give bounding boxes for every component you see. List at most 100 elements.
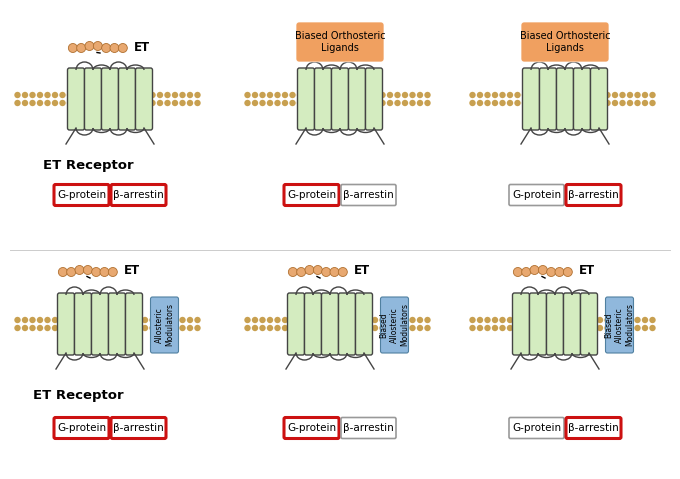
Circle shape bbox=[44, 100, 51, 106]
Text: G-protein: G-protein bbox=[287, 190, 336, 200]
Circle shape bbox=[126, 92, 133, 98]
Circle shape bbox=[551, 92, 558, 98]
FancyBboxPatch shape bbox=[288, 293, 305, 355]
Circle shape bbox=[187, 100, 193, 106]
Circle shape bbox=[244, 92, 251, 98]
Circle shape bbox=[89, 317, 96, 323]
Circle shape bbox=[74, 100, 81, 106]
Circle shape bbox=[67, 325, 73, 331]
Circle shape bbox=[551, 100, 558, 106]
FancyBboxPatch shape bbox=[341, 184, 396, 205]
Circle shape bbox=[29, 100, 36, 106]
Circle shape bbox=[172, 325, 178, 331]
Circle shape bbox=[522, 100, 528, 106]
Circle shape bbox=[537, 325, 543, 331]
Circle shape bbox=[305, 325, 311, 331]
Circle shape bbox=[252, 92, 258, 98]
FancyBboxPatch shape bbox=[547, 293, 564, 355]
Circle shape bbox=[372, 317, 378, 323]
Circle shape bbox=[142, 92, 148, 98]
Circle shape bbox=[649, 325, 656, 331]
Circle shape bbox=[92, 267, 101, 276]
Circle shape bbox=[387, 317, 393, 323]
Circle shape bbox=[330, 267, 339, 276]
Circle shape bbox=[165, 325, 171, 331]
Circle shape bbox=[597, 317, 603, 323]
Circle shape bbox=[544, 317, 551, 323]
Circle shape bbox=[126, 100, 133, 106]
FancyBboxPatch shape bbox=[556, 68, 573, 130]
Circle shape bbox=[619, 325, 626, 331]
FancyBboxPatch shape bbox=[566, 184, 621, 205]
FancyBboxPatch shape bbox=[605, 297, 634, 353]
FancyBboxPatch shape bbox=[67, 68, 84, 130]
Text: Biased Orthosteric
Ligands: Biased Orthosteric Ligands bbox=[294, 31, 386, 53]
Circle shape bbox=[514, 325, 521, 331]
Circle shape bbox=[312, 92, 318, 98]
Circle shape bbox=[157, 100, 163, 106]
Circle shape bbox=[634, 92, 641, 98]
Circle shape bbox=[267, 92, 273, 98]
Circle shape bbox=[259, 100, 266, 106]
Circle shape bbox=[402, 100, 408, 106]
Circle shape bbox=[59, 317, 66, 323]
Circle shape bbox=[44, 92, 51, 98]
Circle shape bbox=[335, 92, 341, 98]
Circle shape bbox=[29, 325, 36, 331]
Circle shape bbox=[357, 100, 363, 106]
Circle shape bbox=[544, 100, 551, 106]
FancyBboxPatch shape bbox=[305, 293, 322, 355]
Text: ET Receptor: ET Receptor bbox=[43, 159, 133, 171]
FancyBboxPatch shape bbox=[573, 68, 590, 130]
Circle shape bbox=[135, 92, 141, 98]
Circle shape bbox=[409, 92, 415, 98]
Circle shape bbox=[567, 325, 573, 331]
Circle shape bbox=[74, 325, 81, 331]
Circle shape bbox=[514, 317, 521, 323]
Circle shape bbox=[417, 325, 423, 331]
Circle shape bbox=[409, 317, 415, 323]
Circle shape bbox=[74, 92, 81, 98]
Circle shape bbox=[514, 92, 521, 98]
Circle shape bbox=[484, 92, 491, 98]
Circle shape bbox=[14, 100, 20, 106]
Circle shape bbox=[342, 100, 348, 106]
Circle shape bbox=[350, 92, 356, 98]
Circle shape bbox=[364, 325, 371, 331]
Circle shape bbox=[612, 100, 618, 106]
Circle shape bbox=[627, 92, 633, 98]
Circle shape bbox=[89, 325, 96, 331]
Circle shape bbox=[305, 317, 311, 323]
FancyBboxPatch shape bbox=[101, 68, 118, 130]
Circle shape bbox=[539, 265, 547, 274]
Circle shape bbox=[150, 325, 156, 331]
FancyBboxPatch shape bbox=[348, 68, 366, 130]
Text: Biased
Allosteric
Modulators: Biased Allosteric Modulators bbox=[605, 304, 634, 346]
Circle shape bbox=[150, 92, 156, 98]
FancyBboxPatch shape bbox=[54, 184, 109, 205]
Circle shape bbox=[157, 317, 163, 323]
Circle shape bbox=[597, 100, 603, 106]
Circle shape bbox=[339, 267, 347, 276]
Circle shape bbox=[75, 265, 84, 274]
Circle shape bbox=[126, 325, 133, 331]
Circle shape bbox=[619, 317, 626, 323]
Circle shape bbox=[85, 42, 94, 50]
Circle shape bbox=[499, 317, 506, 323]
Circle shape bbox=[274, 317, 281, 323]
Circle shape bbox=[522, 267, 530, 276]
Circle shape bbox=[150, 317, 156, 323]
Circle shape bbox=[259, 317, 266, 323]
FancyBboxPatch shape bbox=[284, 418, 339, 438]
Circle shape bbox=[327, 100, 333, 106]
Circle shape bbox=[551, 325, 558, 331]
Circle shape bbox=[37, 325, 44, 331]
Circle shape bbox=[77, 44, 86, 53]
FancyBboxPatch shape bbox=[590, 68, 607, 130]
Circle shape bbox=[320, 325, 326, 331]
Circle shape bbox=[537, 100, 543, 106]
Circle shape bbox=[157, 325, 163, 331]
Circle shape bbox=[58, 267, 67, 276]
FancyBboxPatch shape bbox=[58, 293, 75, 355]
Text: ET: ET bbox=[124, 264, 140, 277]
